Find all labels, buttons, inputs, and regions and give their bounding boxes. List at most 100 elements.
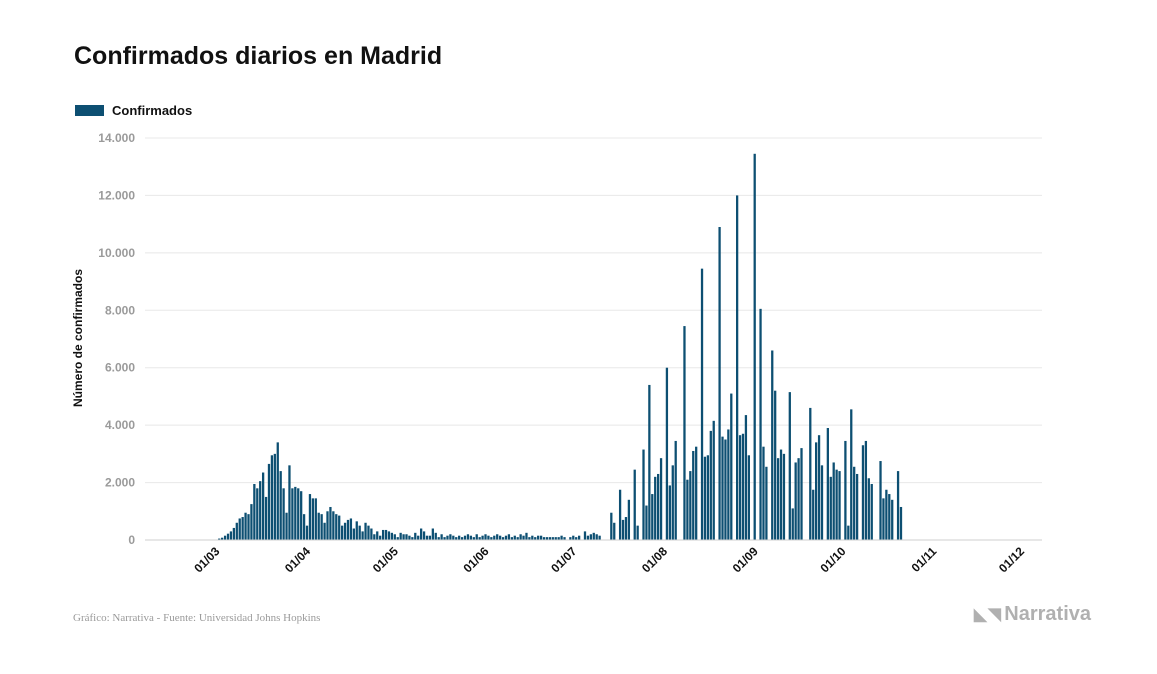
x-tick-label: 01/09: [730, 544, 761, 575]
bar: [838, 471, 841, 540]
bar: [481, 535, 484, 540]
y-axis-ticks: 0 2.000 4.000 6.000 8.000 10.000 12.000 14.000: [98, 131, 135, 547]
bar: [256, 488, 259, 540]
bar: [405, 534, 408, 540]
bar: [572, 535, 575, 540]
bar: [762, 446, 765, 540]
bar: [654, 476, 657, 540]
bar: [703, 456, 707, 540]
legend-swatch: [75, 105, 104, 116]
bar: [507, 534, 511, 540]
bar: [642, 449, 645, 540]
bar: [759, 308, 762, 540]
bar: [730, 393, 733, 540]
bar: [621, 519, 625, 540]
narrativa-logo-icon: ◣◥: [973, 604, 1002, 624]
bar: [736, 195, 739, 540]
bar: [355, 521, 358, 540]
bar: [364, 522, 367, 540]
bar: [241, 517, 244, 540]
bar: [223, 535, 227, 540]
bar: [668, 485, 671, 540]
bar: [636, 525, 639, 540]
bar: [686, 479, 689, 540]
x-tick-label: 01/06: [460, 544, 491, 575]
bar: [332, 511, 335, 540]
bar: [320, 514, 323, 540]
bar: [496, 534, 499, 540]
bar: [820, 465, 824, 540]
bar: [589, 534, 592, 540]
bar: [765, 466, 768, 540]
bar: [510, 537, 513, 540]
bars: [218, 153, 903, 541]
bar: [709, 430, 712, 540]
source-credit: Gráfico: Narrativa - Fuente: Universidad…: [73, 612, 321, 624]
bar: [273, 453, 276, 540]
bar: [463, 535, 467, 540]
bar: [232, 527, 236, 540]
bar: [613, 522, 616, 540]
bar: [367, 525, 370, 540]
bar: [817, 435, 821, 540]
bar: [700, 268, 704, 540]
bar: [651, 494, 654, 540]
bar: [349, 518, 353, 540]
bar: [747, 455, 750, 540]
bar: [373, 534, 376, 540]
bar: [861, 445, 865, 540]
bar: [648, 384, 651, 540]
bar: [791, 508, 794, 540]
bar: [300, 491, 303, 540]
bar: [888, 494, 891, 540]
bar: [554, 537, 557, 540]
y-tick-label: 6.000: [105, 361, 135, 375]
legend: Confirmados: [75, 103, 192, 118]
x-tick-label: 01/12: [996, 544, 1027, 575]
bar: [870, 484, 873, 540]
bar: [692, 450, 695, 540]
bar: [683, 326, 686, 540]
bar: [437, 537, 440, 540]
bar: [578, 535, 581, 540]
bar: [381, 529, 385, 540]
bar: [835, 469, 838, 540]
bar: [358, 525, 361, 540]
bar: [346, 519, 350, 540]
bar: [867, 478, 870, 540]
bar: [376, 531, 379, 540]
bar: [501, 537, 505, 540]
bar: [560, 535, 563, 540]
bar: [744, 415, 748, 540]
bar: [583, 531, 587, 540]
bar: [285, 512, 288, 540]
bar: [425, 535, 429, 540]
bar: [428, 535, 432, 540]
bar: [575, 537, 578, 540]
bar: [390, 532, 394, 540]
bar: [727, 429, 730, 540]
bar: [847, 525, 850, 540]
bar: [422, 531, 426, 540]
brand-name: Narrativa: [1004, 603, 1091, 625]
bar: [721, 436, 724, 540]
bar: [718, 227, 721, 540]
x-tick-label: 01/05: [370, 544, 401, 575]
bar: [229, 531, 233, 540]
x-axis-ticks: 01/03 01/04 01/05 01/06 01/07 01/08 01/09 01/10…: [191, 544, 1027, 575]
bar: [826, 428, 829, 540]
bar: [455, 537, 458, 540]
y-tick-label: 0: [128, 533, 135, 547]
x-tick-label: 01/04: [282, 544, 313, 575]
bar: [738, 435, 742, 540]
bar: [712, 420, 715, 540]
bar: [499, 535, 502, 540]
bar: [343, 522, 347, 540]
bar: [528, 537, 531, 540]
x-tick-label: 01/03: [191, 544, 222, 575]
bar: [460, 537, 464, 540]
bar: [832, 462, 835, 540]
bar: [270, 455, 274, 540]
bar: [542, 537, 546, 540]
bar: [393, 534, 396, 540]
